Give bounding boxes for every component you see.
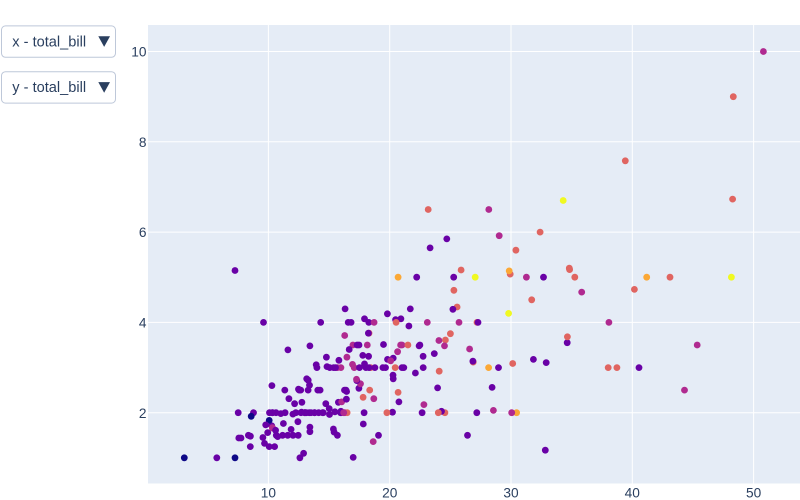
svg-text:50: 50 [746, 486, 762, 500]
svg-text:4: 4 [139, 316, 147, 331]
svg-text:2: 2 [139, 406, 147, 421]
svg-text:8: 8 [139, 135, 147, 150]
svg-text:6: 6 [139, 225, 147, 240]
svg-text:10: 10 [261, 486, 277, 500]
svg-text:y - total_bill: y - total_bill [12, 80, 86, 96]
svg-text:40: 40 [625, 486, 641, 500]
svg-text:20: 20 [382, 486, 398, 500]
svg-text:x - total_bill: x - total_bill [12, 34, 86, 50]
svg-text:10: 10 [131, 45, 147, 60]
svg-text:30: 30 [503, 486, 519, 500]
